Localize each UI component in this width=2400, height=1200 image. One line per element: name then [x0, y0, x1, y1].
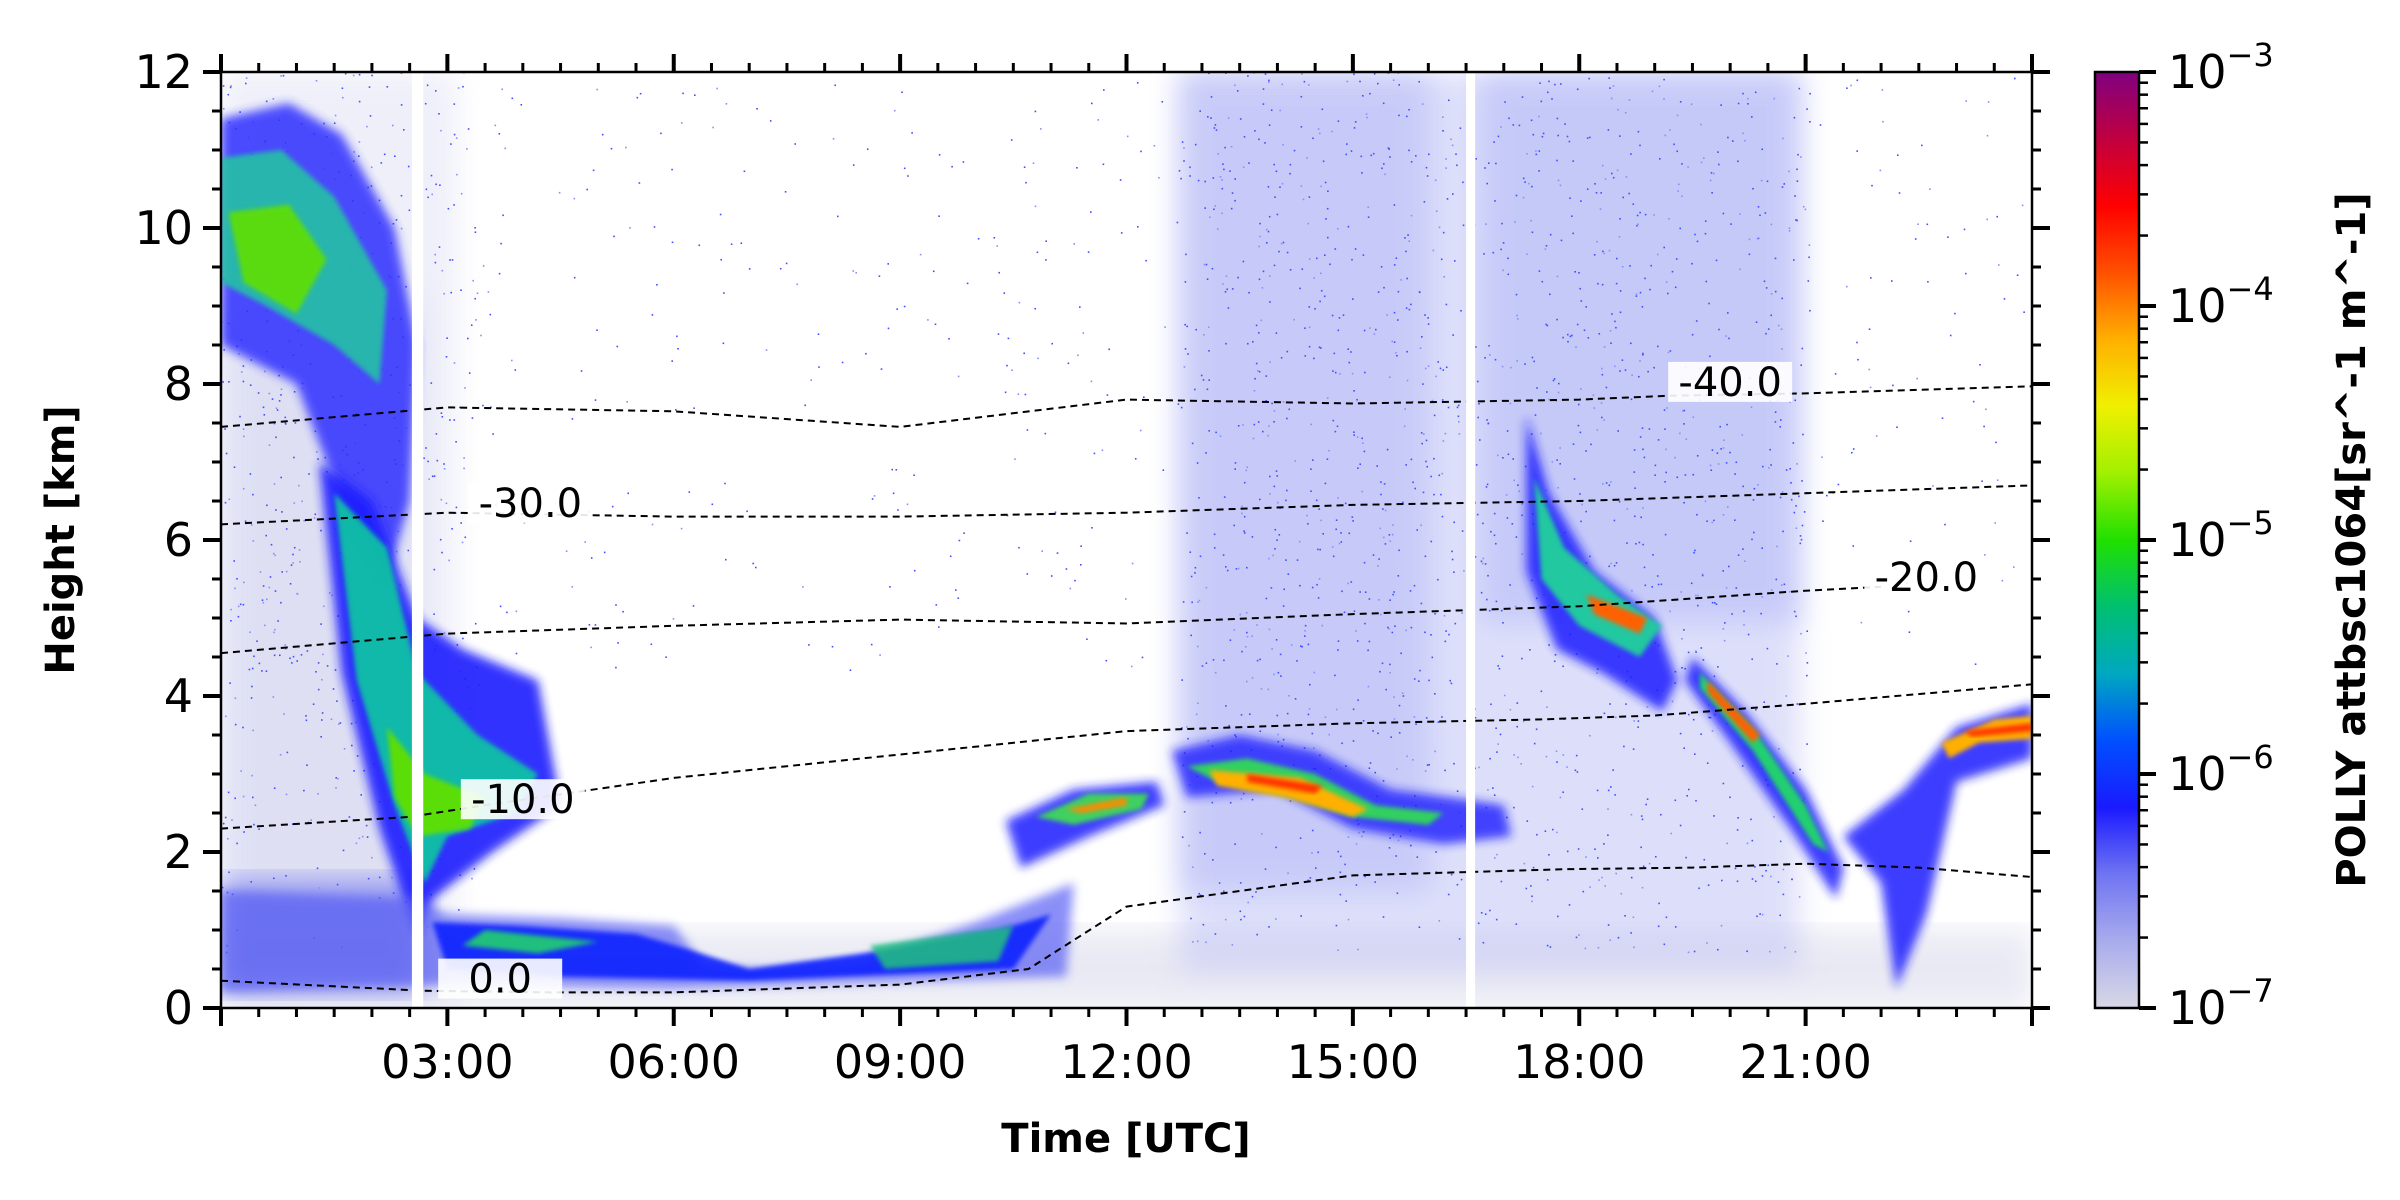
colorbar-tick-label: 10−7	[2168, 972, 2274, 1035]
data-gap	[1466, 72, 1476, 1008]
x-axis-label: Time [UTC]	[1001, 1116, 1250, 1162]
x-tick-label: 12:00	[1060, 1035, 1193, 1089]
y-tick-label: 6	[164, 513, 193, 567]
contour-label: 0.0	[468, 957, 532, 1003]
boundary-layer	[221, 883, 1074, 993]
y-tick-label: 10	[134, 201, 193, 255]
cloud-rising	[1005, 781, 1165, 868]
plot-area: 0.0 -10.0 -20.0 -30.0 -40.0	[221, 72, 2032, 1008]
data-gaps	[411, 72, 1476, 1008]
cirrus-early	[221, 103, 418, 579]
y-tick-label: 4	[164, 669, 193, 723]
colorbar-ticks: 10−7 10−6 10−5 10−4 10−3	[2139, 36, 2274, 1035]
x-tick-label: 09:00	[834, 1035, 967, 1089]
axes: 03:00 06:00 09:00 12:00 15:00 18:00 21:00 0 2 4 6 8…	[134, 45, 2050, 1089]
contour-label-bg	[1668, 361, 1793, 402]
data-gap	[411, 72, 424, 1008]
colorbar-scale	[2093, 70, 2141, 1010]
cloud-fall-late	[1684, 657, 1844, 899]
colorbar: 10−7 10−6 10−5 10−4 10−3 POLLY attbsc1064[sr…	[2093, 36, 2375, 1035]
colorbar-label: POLLY attbsc1064[sr^-1 m^-1]	[2329, 192, 2375, 887]
contour-label: -30.0	[479, 481, 583, 527]
colorbar-tick-label: 10−4	[2168, 270, 2274, 333]
cloud-midlevel	[1171, 735, 1512, 845]
contour-line	[221, 862, 2032, 994]
y-tick-label: 0	[164, 981, 193, 1035]
colorbar-tick-label: 10−6	[2168, 738, 2274, 801]
y-tick-label: 2	[164, 825, 193, 879]
x-tick-label: 06:00	[607, 1035, 740, 1089]
x-tick-label: 15:00	[1287, 1035, 1420, 1089]
temperature-contours: 0.0 -10.0 -20.0 -30.0 -40.0	[221, 360, 2032, 1003]
contour-label: -20.0	[1875, 555, 1979, 601]
contour-label-bg	[438, 958, 563, 999]
y-tick-label: 12	[134, 45, 193, 99]
cloud-late	[1843, 703, 2032, 989]
contour-label: -40.0	[1678, 360, 1782, 406]
contour-label-bg	[1864, 556, 1989, 597]
y-axis-label: Height [km]	[38, 405, 84, 674]
x-tick-label: 21:00	[1739, 1035, 1872, 1089]
y-tick-label: 8	[164, 357, 193, 411]
contour-label: -10.0	[471, 777, 575, 823]
x-tick-label: 03:00	[381, 1035, 514, 1089]
colorbar-tick-label: 10−5	[2168, 504, 2274, 567]
x-tick-label: 18:00	[1513, 1035, 1646, 1089]
contour-line	[221, 585, 1882, 655]
colorbar-tick-label: 10−3	[2168, 36, 2274, 99]
contour-label-bg	[460, 779, 585, 820]
contour-label-bg	[468, 482, 593, 523]
contour-line	[221, 385, 2032, 428]
